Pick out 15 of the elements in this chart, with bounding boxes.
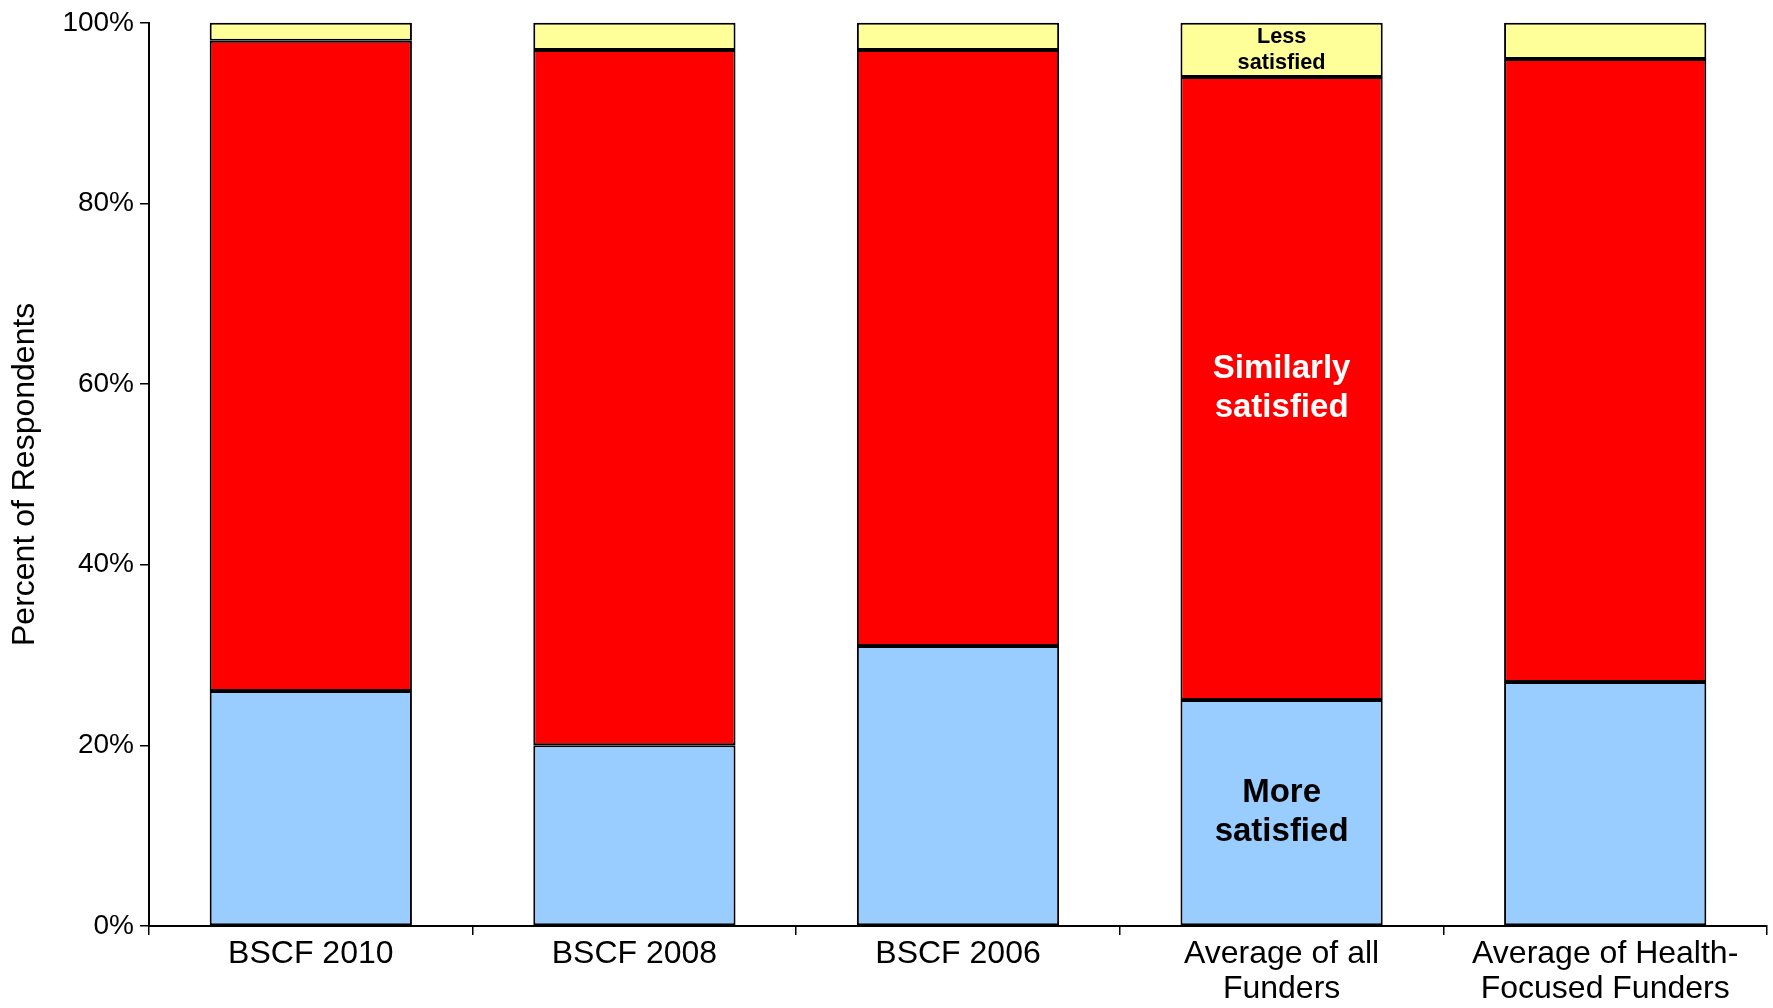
y-tick-label: 20% bbox=[77, 727, 135, 759]
x-tick-label: BSCF 2006 bbox=[875, 933, 1041, 970]
y-tick-label: 80% bbox=[77, 186, 135, 218]
series-label: Similarly satisfied bbox=[1212, 348, 1352, 425]
x-tick-label: Average of Health-Focused Funders bbox=[1472, 933, 1739, 1005]
y-tick-label: 0% bbox=[93, 908, 135, 940]
x-tick-label: BSCF 2008 bbox=[551, 933, 718, 970]
x-tick-label: BSCF 2010 bbox=[228, 933, 394, 970]
y-tick-label: 60% bbox=[77, 366, 135, 398]
x-tick-label: Average of all Funders bbox=[1184, 933, 1380, 1005]
y-tick-label: 100% bbox=[62, 5, 135, 37]
y-axis-title: Percent of Respondents bbox=[5, 302, 42, 646]
y-tick-label: 40% bbox=[77, 547, 135, 579]
series-label: More satisfied bbox=[1214, 772, 1349, 849]
series-label: Less satisfied bbox=[1237, 23, 1326, 74]
